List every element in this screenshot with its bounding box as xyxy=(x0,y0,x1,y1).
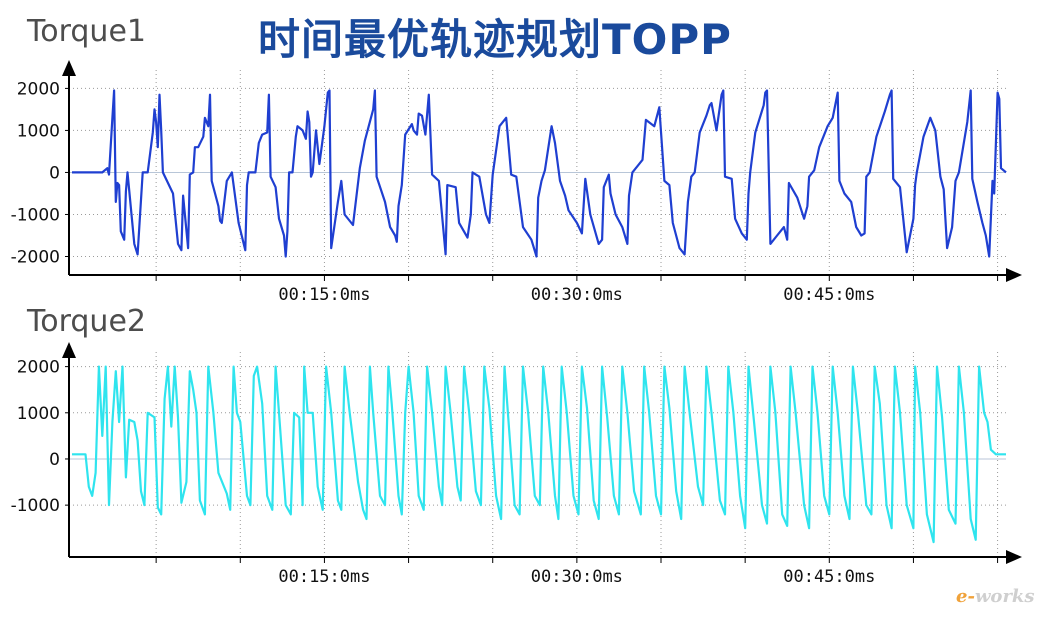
x-tick-label: 00:30:0ms xyxy=(531,285,623,305)
y-axis-arrow xyxy=(62,342,76,358)
x-tick-label: 00:30:0ms xyxy=(531,567,623,587)
y-axis-arrow xyxy=(62,60,76,76)
x-tick-label: 00:15:0ms xyxy=(278,285,370,305)
y-tick-label: -1000 xyxy=(11,496,60,516)
chart-panel-1: 2000 1000 0 -1000 -2000 00:15:0ms 00:30:0ms 00:… xyxy=(11,60,1022,305)
eworks-logo: e-works xyxy=(956,586,1035,607)
x-axis-arrow xyxy=(1006,268,1022,282)
chart-title-torque2: Torque2 xyxy=(27,304,146,339)
x-tick-label: 00:15:0ms xyxy=(278,567,370,587)
y-tick-label: 1000 xyxy=(17,404,60,424)
chart-title-torque1: Torque1 xyxy=(27,14,146,49)
x-tick-label: 00:45:0ms xyxy=(783,285,875,305)
y-tick-label: -2000 xyxy=(11,247,60,267)
main-title: 时间最优轨迹规划TOPP xyxy=(258,15,732,64)
y-tick-label: 2000 xyxy=(17,79,60,99)
y-tick-label: -1000 xyxy=(11,205,60,225)
series-line xyxy=(72,365,1006,544)
chart-panel-2: 2000 1000 0 -1000 00:15:0ms 00:30:0ms 00:45:0m… xyxy=(11,342,1022,587)
y-tick-label: 0 xyxy=(49,163,60,183)
y-tick-label: 1000 xyxy=(17,121,60,141)
x-axis-arrow xyxy=(1006,550,1022,564)
series-line xyxy=(72,89,1007,258)
x-tick-label: 00:45:0ms xyxy=(783,567,875,587)
y-tick-label: 0 xyxy=(49,450,60,470)
y-tick-label: 2000 xyxy=(17,358,60,378)
